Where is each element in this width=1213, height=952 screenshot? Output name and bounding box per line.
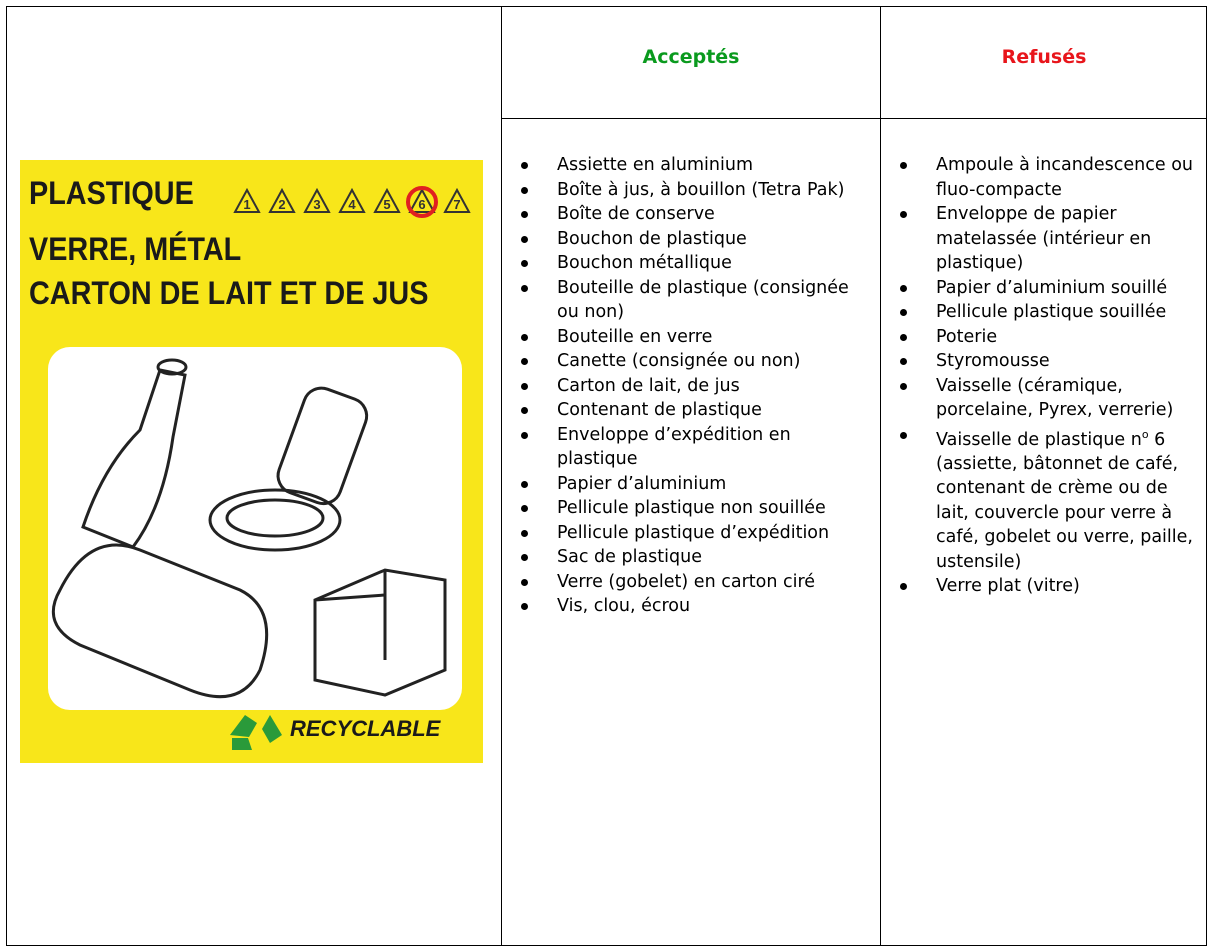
list-item: Boîte à jus, à bouillon (Tetra Pak) — [517, 178, 872, 203]
list-item: Enveloppe d’expédition en plastique — [517, 423, 872, 472]
border — [6, 945, 1207, 946]
resin-code: 5 — [383, 197, 390, 212]
list-item: Assiette en aluminium — [517, 153, 872, 178]
list-item: Enveloppe de papier matelassée (intérieu… — [896, 202, 1202, 276]
list-item: Ampoule à incandescence ou fluo-compacte — [896, 153, 1202, 202]
list-item: Sac de plastique — [517, 545, 872, 570]
list-item: Carton de lait, de jus — [517, 374, 872, 399]
list-item: Bouteille de plastique (consignée ou non… — [517, 276, 872, 325]
resin-code: 4 — [348, 197, 356, 212]
resin-code: 2 — [278, 197, 285, 212]
list-item: Verre plat (vitre) — [896, 574, 1202, 599]
resin-code: 6 — [418, 197, 425, 212]
recycle-icon — [230, 715, 282, 750]
image-panel — [48, 460, 462, 710]
item-text: o — [1141, 427, 1149, 441]
list-item: Pellicule plastique non souillée — [517, 496, 872, 521]
refused-list: Ampoule à incandescence ou fluo-compacte… — [896, 153, 1202, 599]
list-item: Papier d’aluminium — [517, 472, 872, 497]
border — [501, 118, 1207, 119]
resin-triangle — [268, 187, 296, 213]
border — [6, 6, 7, 946]
resin-triangle — [338, 187, 366, 213]
resin-code: 1 — [243, 197, 250, 212]
list-item: Poterie — [896, 325, 1202, 350]
refused-header: Refusés — [1001, 46, 1087, 68]
poster-line: VERRE, MÉTAL — [29, 231, 241, 268]
list-item: Pellicule plastique souillée — [896, 300, 1202, 325]
accepted-list: Assiette en aluminium Boîte à jus, à boui… — [517, 153, 872, 619]
list-item: Vis, clou, écrou — [517, 594, 872, 619]
item-text: Vaisselle de plastique n — [936, 429, 1142, 450]
list-item: Bouteille en verre — [517, 325, 872, 350]
list-item: Pellicule plastique d’expédition — [517, 521, 872, 546]
list-item: Papier d’aluminium souillé — [896, 276, 1202, 301]
resin-triangle — [373, 187, 401, 213]
resin-triangle — [233, 187, 261, 213]
poster-line: PLASTIQUE — [29, 176, 194, 212]
list-item: Boîte de conserve — [517, 202, 872, 227]
item-text: 6 (assiette, bâtonnet de café, contenant… — [936, 429, 1193, 572]
list-item: Bouchon de plastique — [517, 227, 872, 252]
list-item: Vaisselle de plastique no 6 (assiette, b… — [896, 423, 1202, 575]
accepted-header: Acceptés — [642, 46, 740, 68]
list-item: Contenant de plastique — [517, 398, 872, 423]
resin-code: 7 — [453, 197, 460, 212]
resin-triangle — [303, 187, 331, 213]
resin-code: 3 — [313, 197, 320, 212]
resin-triangle — [408, 187, 436, 213]
border — [880, 6, 881, 946]
illustration — [51, 358, 447, 699]
poster-label: RECYCLABLE — [290, 716, 442, 741]
list-item: Styromousse — [896, 349, 1202, 374]
list-item: Verre (gobelet) en carton ciré — [517, 570, 872, 595]
resin-triangle — [443, 187, 471, 213]
poster: PLASTIQUE VERRE, MÉTAL CARTON DE LAIT ET… — [20, 160, 483, 763]
poster-line: CARTON DE LAIT ET DE JUS — [29, 276, 428, 312]
border — [501, 6, 502, 946]
list-item: Vaisselle (céramique, porcelaine, Pyrex,… — [896, 374, 1202, 423]
list-item: Canette (consignée ou non) — [517, 349, 872, 374]
border — [1206, 6, 1207, 946]
excluded-mark — [406, 186, 438, 218]
list-item: Bouchon métallique — [517, 251, 872, 276]
border — [6, 6, 1207, 7]
